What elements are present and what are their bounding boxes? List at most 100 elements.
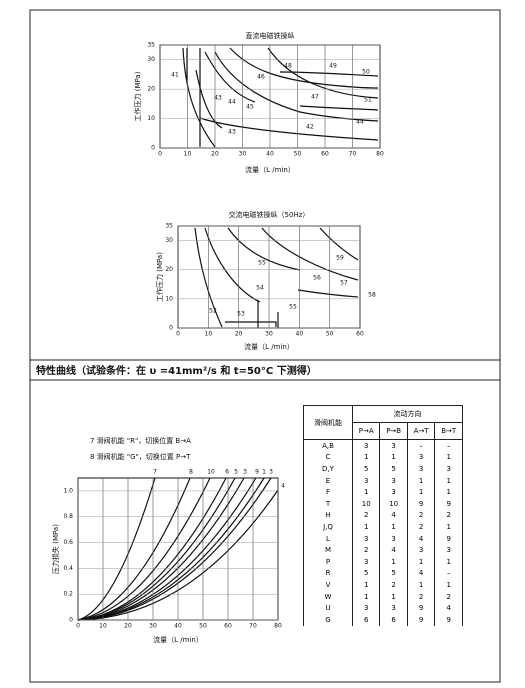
- curve: [261, 227, 359, 281]
- x-axis-label: 流量（L /min）: [245, 165, 295, 174]
- curve: [182, 47, 216, 148]
- table-cell: 9: [406, 602, 436, 614]
- table-cell: 1: [406, 579, 436, 591]
- curve: [186, 48, 201, 147]
- table-cell: 4: [379, 509, 408, 522]
- table-cell: 流动方向: [352, 405, 463, 423]
- table-cell: 9: [406, 613, 436, 626]
- y-tick-label: 20: [165, 266, 173, 273]
- table-cell: 5: [351, 567, 381, 580]
- curve-label: 46: [257, 74, 265, 81]
- curve-label: 45: [246, 104, 254, 111]
- curve: [77, 477, 156, 621]
- table-cell: 2: [351, 509, 381, 522]
- table-cell: 9: [434, 497, 463, 510]
- table-cell: 2: [379, 579, 408, 591]
- table-row: P→A P→B A→T B→T: [304, 422, 463, 440]
- y-tick-label: 35: [147, 42, 155, 49]
- y-tick-label: 30: [165, 237, 173, 244]
- table-cell: E: [303, 474, 353, 487]
- y-tick-label: 10: [147, 115, 155, 122]
- table-cell: R: [303, 567, 353, 580]
- table-cell: F: [303, 486, 353, 498]
- curve-label: 53: [237, 311, 245, 318]
- table-row: J,Q 1 1 2 1: [303, 521, 463, 533]
- curve: [77, 477, 191, 621]
- chart-title: 交流电磁铁操纵（50Hz）: [229, 210, 310, 219]
- curve-label: 58: [368, 292, 376, 299]
- curve-label: 7: [153, 469, 157, 476]
- curve-label: 54: [256, 285, 264, 292]
- table-cell: 3: [379, 602, 408, 614]
- curve-label: 52: [209, 308, 217, 315]
- y-axis-label: 压力损失 (MPa): [51, 524, 60, 574]
- y-tick-label: 0: [151, 145, 155, 152]
- x-tick-label: 60: [356, 331, 364, 338]
- x-tick-label: 70: [349, 151, 357, 158]
- x-tick-label: 30: [239, 151, 247, 158]
- table-row: 滑阀机能 流动方向: [303, 405, 463, 440]
- table-cell: –: [434, 567, 463, 580]
- chart-title: 直流电磁铁操纵: [246, 31, 295, 40]
- table-cell: 1: [434, 579, 463, 591]
- x-tick-label: 60: [321, 151, 329, 158]
- curve-label: 49: [329, 63, 337, 70]
- table-cell: H: [303, 509, 353, 522]
- x-tick-label: 50: [294, 151, 302, 158]
- table-cell: 3: [406, 544, 436, 556]
- bottom-frame: [29, 379, 501, 683]
- table-cell: U: [303, 602, 353, 614]
- curve-label: 1: [262, 469, 266, 476]
- curve-label: 50: [362, 69, 370, 76]
- curve: [229, 47, 379, 89]
- curve-label: 48: [284, 63, 292, 70]
- table-cell: P: [303, 555, 353, 568]
- table-cell: 1: [434, 555, 463, 568]
- table-cell: 6: [351, 613, 381, 626]
- curve: [214, 51, 379, 122]
- table-cell: 1: [351, 521, 381, 533]
- table-cell: 5: [379, 567, 408, 580]
- table-cell: 2: [406, 509, 436, 522]
- table-cell: G: [303, 613, 353, 626]
- table-cell: 10: [379, 497, 408, 510]
- table-cell: 1: [379, 451, 408, 464]
- table-cell: 1: [351, 579, 381, 591]
- table-cell: 4: [406, 532, 436, 545]
- table-cell: J,Q: [303, 521, 353, 533]
- curve: [194, 227, 223, 328]
- y-axis-label: 工作压力 (MPa): [133, 71, 142, 121]
- y-tick-label: 30: [147, 56, 155, 63]
- table-cell: 2: [434, 590, 463, 603]
- y-tick-label: 0.6: [63, 539, 73, 546]
- y-tick-label: 0.8: [63, 513, 73, 520]
- x-tick-label: 20: [211, 151, 219, 158]
- curve-label: 57: [340, 280, 348, 287]
- table-cell: B→T: [434, 422, 463, 440]
- table-cell: 3: [351, 439, 381, 452]
- curve-label: 3: [243, 469, 247, 476]
- table-cell: –: [406, 439, 436, 452]
- curve: [299, 105, 379, 111]
- x-tick-label: 0: [76, 623, 80, 630]
- table-cell: 1: [406, 555, 436, 568]
- table-cell: 9: [434, 613, 463, 626]
- y-tick-label: 0: [169, 325, 173, 332]
- x-tick-label: 10: [184, 151, 192, 158]
- table-row: T 10 10 9 9: [303, 497, 463, 510]
- y-tick-label: 0.4: [63, 565, 73, 572]
- curve-label: 10: [207, 469, 215, 476]
- x-tick-label: 0: [158, 151, 162, 158]
- x-tick-label: 20: [124, 623, 132, 630]
- table-cell: 3: [379, 486, 408, 498]
- table-cell: 9: [434, 532, 463, 545]
- table-cell: 1: [351, 451, 381, 464]
- x-axis-label: 流量（L /min）: [153, 635, 203, 644]
- table-cell: 1: [434, 474, 463, 487]
- x-tick-label: 60: [224, 623, 232, 630]
- curve-label: 9: [255, 469, 259, 476]
